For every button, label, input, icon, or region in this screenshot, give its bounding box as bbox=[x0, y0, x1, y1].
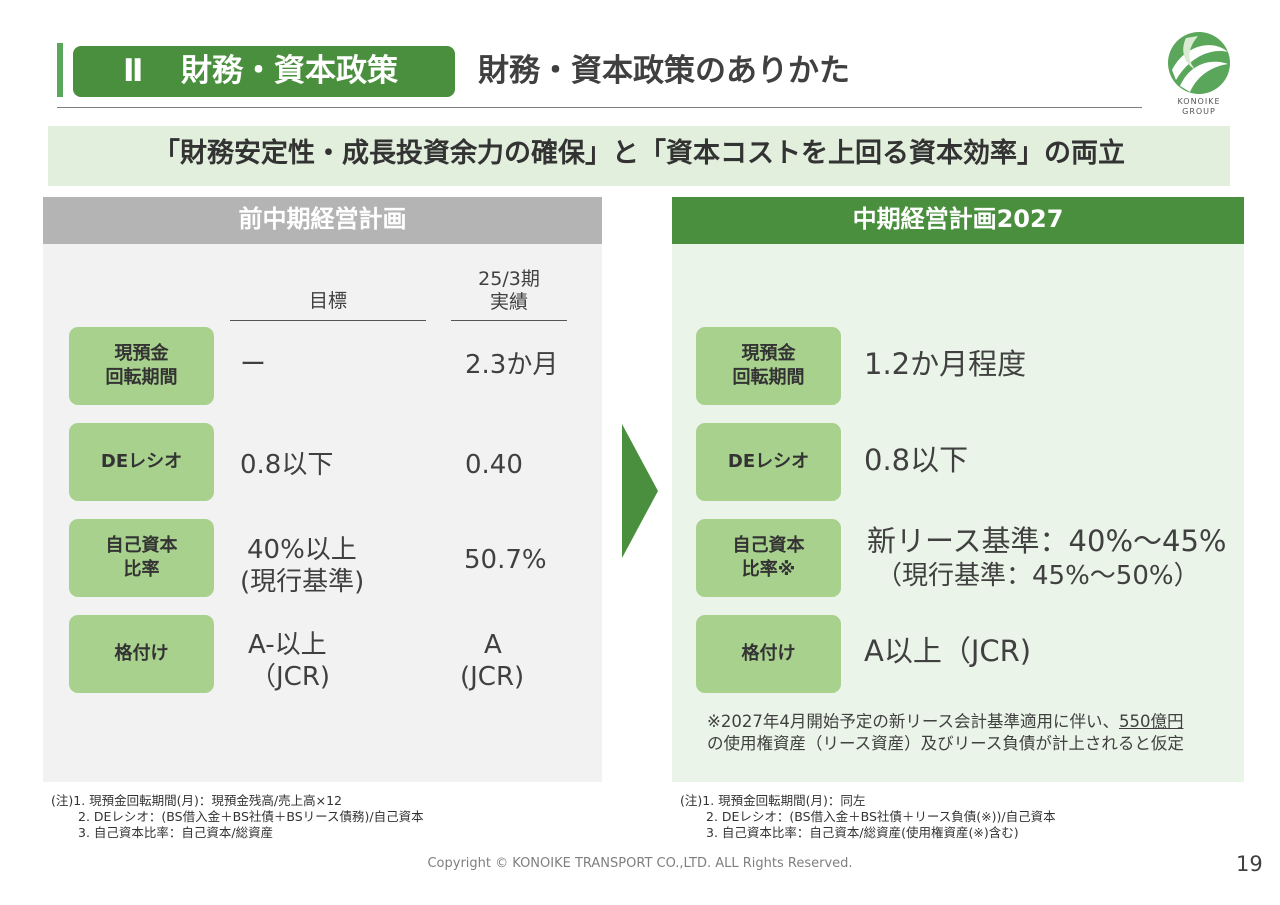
label-line: 回転期間 bbox=[105, 367, 178, 388]
target-credit-rating: A-以上 bbox=[248, 630, 327, 660]
label-line: DEレシオ bbox=[100, 451, 183, 472]
label-equity-ratio: 自己資本 比率 bbox=[69, 519, 214, 597]
target-de-ratio: 0.8以下 bbox=[240, 450, 334, 480]
label-cash-turnover-2027: 現預金 回転期間 bbox=[696, 327, 841, 405]
column-header-actual-line2: 実績 bbox=[489, 291, 528, 313]
footnote-amount: 550億円 bbox=[1119, 712, 1184, 731]
left-note-2: 2. DEレシオ：(BS借入金＋BS社債＋BSリース債務)/自己資本 bbox=[78, 809, 424, 824]
label-line: 格付け bbox=[741, 643, 796, 664]
section-label: 財務・資本政策 bbox=[181, 53, 398, 89]
value-equity-ratio-2027-current-basis: （現行基準：45%～50%） bbox=[876, 561, 1200, 591]
theme-banner: 「財務安定性・成長投資余力の確保」と「資本コストを上回る資本効率」の両立 bbox=[48, 126, 1230, 186]
footnote-text: ※2027年4月開始予定の新リース会計基準適用に伴い、 bbox=[707, 712, 1119, 731]
konoike-logo-icon bbox=[1166, 30, 1232, 96]
section-number: Ⅱ bbox=[123, 53, 144, 89]
label-line: DEレシオ bbox=[727, 451, 810, 472]
actual-credit-rating: A bbox=[484, 630, 502, 660]
logo-line-1: KONOIKE bbox=[1177, 97, 1221, 106]
page-title: 財務・資本政策のありかた bbox=[478, 53, 850, 89]
label-line: 自己資本 bbox=[732, 535, 805, 556]
label-line: 格付け bbox=[114, 643, 169, 664]
label-line: 比率 bbox=[123, 559, 160, 580]
current-plan-title: 中期経営計画2027 bbox=[672, 197, 1244, 244]
column-underline-target bbox=[230, 320, 426, 321]
column-header-target: 目標 bbox=[308, 290, 347, 312]
previous-plan-title: 前中期経営計画 bbox=[43, 197, 602, 244]
right-arrow-icon bbox=[622, 424, 658, 558]
label-line: 自己資本 bbox=[105, 535, 178, 556]
right-note-3: 3. 自己資本比率：自己資本/総資産(使用権資産(※)含む) bbox=[706, 825, 1019, 840]
actual-de-ratio: 0.40 bbox=[465, 450, 523, 480]
left-note-3: 3. 自己資本比率：自己資本/総資産 bbox=[78, 825, 274, 840]
target-equity-ratio-note: (現行基準) bbox=[240, 567, 365, 597]
label-line: 回転期間 bbox=[732, 367, 805, 388]
label-credit-rating: 格付け bbox=[69, 615, 214, 693]
left-note-1: (注)1. 現預金回転期間(月)：現預金残高/売上高×12 bbox=[51, 793, 342, 808]
label-de-ratio-2027: DEレシオ bbox=[696, 423, 841, 501]
page-number: 19 bbox=[1236, 852, 1263, 876]
right-note-2: 2. DEレシオ：(BS借入金＋BS社債＋リース負債(※))/自己資本 bbox=[706, 809, 1056, 824]
label-credit-rating-2027: 格付け bbox=[696, 615, 841, 693]
target-cash-turnover: ー bbox=[240, 350, 267, 380]
lease-accounting-footnote: ※2027年4月開始予定の新リース会計基準適用に伴い、550億円 の使用権資産（… bbox=[707, 711, 1237, 755]
label-line: 現預金 bbox=[741, 343, 796, 364]
label-cash-turnover: 現預金 回転期間 bbox=[69, 327, 214, 405]
column-header-actual: 25/3期 実績 bbox=[451, 268, 567, 314]
label-line: 比率※ bbox=[741, 559, 796, 580]
target-equity-ratio: 40%以上 bbox=[247, 535, 357, 565]
footnote-text: の使用権資産（リース資産）及びリース負債が計上されると仮定 bbox=[707, 734, 1184, 753]
value-credit-rating-2027: A以上（JCR) bbox=[864, 634, 1032, 668]
column-underline-actual bbox=[451, 320, 567, 321]
logo-wordmark: KONOIKE GROUP bbox=[1160, 97, 1238, 117]
actual-equity-ratio: 50.7% bbox=[464, 545, 547, 575]
value-de-ratio-2027: 0.8以下 bbox=[864, 443, 969, 477]
header-divider bbox=[57, 107, 1142, 108]
label-line: 現預金 bbox=[114, 343, 169, 364]
target-credit-rating-agency: （JCR) bbox=[250, 662, 331, 692]
column-header-actual-line1: 25/3期 bbox=[478, 268, 540, 290]
logo-line-2: GROUP bbox=[1182, 107, 1216, 116]
copyright: Copyright © KONOIKE TRANSPORT CO.,LTD. A… bbox=[427, 856, 853, 871]
label-equity-ratio-2027: 自己資本 比率※ bbox=[696, 519, 841, 597]
right-note-1: (注)1. 現預金回転期間(月)：同左 bbox=[680, 793, 866, 808]
value-cash-turnover-2027: 1.2か月程度 bbox=[864, 347, 1027, 381]
actual-credit-rating-agency: (JCR) bbox=[460, 662, 525, 692]
section-tag: Ⅱ 財務・資本政策 bbox=[73, 46, 455, 97]
value-equity-ratio-2027: 新リース基準：40%～45% bbox=[867, 524, 1227, 558]
actual-cash-turnover: 2.3か月 bbox=[465, 350, 559, 380]
label-de-ratio: DEレシオ bbox=[69, 423, 214, 501]
header-accent-bar bbox=[57, 43, 63, 97]
